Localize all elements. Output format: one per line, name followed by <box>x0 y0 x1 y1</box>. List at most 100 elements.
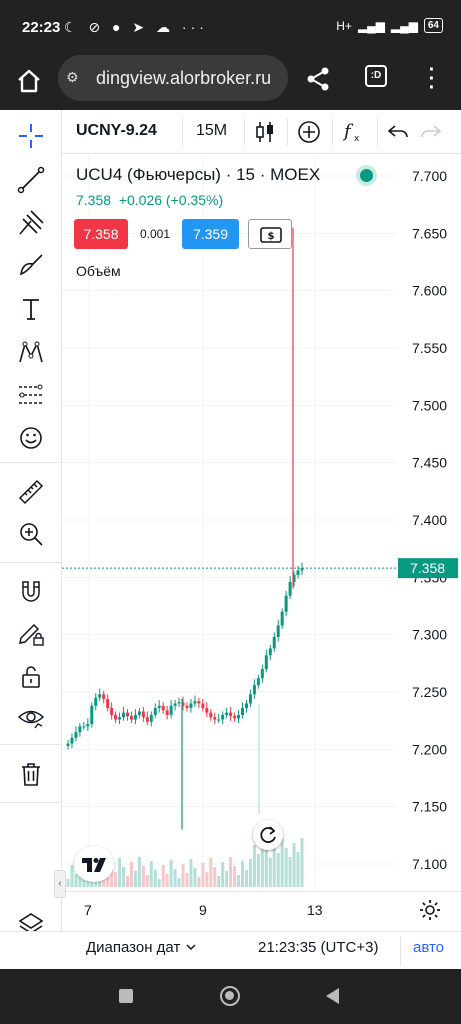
magnet-tool[interactable] <box>15 576 47 608</box>
status-time: 22:23 <box>22 19 61 36</box>
candle-body <box>114 714 118 720</box>
volume-bar <box>268 858 272 887</box>
hide-drawings-tool[interactable] <box>15 702 47 734</box>
candles-icon[interactable] <box>252 119 278 145</box>
forecast-tool[interactable] <box>15 379 47 411</box>
volume-bar <box>248 859 252 887</box>
pattern-tool[interactable] <box>15 336 47 368</box>
symbol-search-button[interactable]: UCNY-9.24 <box>76 122 157 139</box>
candle-body <box>296 570 300 576</box>
volume-bar <box>225 871 229 887</box>
price-axis[interactable]: 7.7007.6507.6007.5507.5007.4507.4007.350… <box>396 155 461 891</box>
chart-pane[interactable]: UCU4 (Фьючерсы) · 15 · MOEX 7.358 +0.026… <box>62 155 461 891</box>
pitchfork-icon <box>19 210 44 235</box>
tradingview-logo[interactable] <box>74 846 114 882</box>
candle-body <box>133 714 137 720</box>
reset-chart-button[interactable] <box>253 820 283 850</box>
order-button[interactable]: $ <box>248 219 292 249</box>
address-bar[interactable]: ⚙︎ dingview.alorbroker.ru <box>58 55 288 101</box>
recents-icon[interactable] <box>119 989 133 1003</box>
volume-bar <box>86 878 90 887</box>
crosshair-tool[interactable] <box>15 120 47 152</box>
site-settings-icon[interactable]: ⚙︎ <box>66 69 79 85</box>
price-tick-label: 7.600 <box>412 283 447 299</box>
market-status-dot[interactable] <box>360 169 373 182</box>
trend-line-icon <box>17 166 45 194</box>
home-nav-icon[interactable] <box>220 986 240 1006</box>
svg-text:$: $ <box>268 231 275 242</box>
candle-body <box>244 703 248 709</box>
sell-button[interactable]: 7.358 <box>74 219 128 249</box>
candle-body <box>181 702 185 706</box>
price-tick-label: 7.700 <box>412 168 447 184</box>
auto-scale-button[interactable]: авто <box>413 939 445 956</box>
volume-bar <box>137 857 141 887</box>
volume-bar <box>70 865 74 887</box>
fib-tool[interactable] <box>15 207 47 239</box>
url-text: dingview.alorbroker.ru <box>96 68 272 88</box>
volume-bar <box>122 867 126 887</box>
candle-body <box>98 694 102 698</box>
volume-bar <box>153 870 157 887</box>
price-tick-label: 7.550 <box>412 340 447 356</box>
candle-body <box>173 703 177 706</box>
undo-icon[interactable] <box>385 119 411 145</box>
tab-switcher-button[interactable]: :D <box>365 65 387 87</box>
candle-body <box>125 712 129 717</box>
buy-button[interactable]: 7.359 <box>182 219 239 249</box>
signal-icon: ▂▄▆ <box>357 18 385 33</box>
unlock-tool[interactable] <box>15 660 47 692</box>
date-range-button[interactable]: Диапазон дат <box>86 939 197 956</box>
candle-body <box>292 575 296 582</box>
volume-bar <box>205 872 209 887</box>
candle-body <box>78 726 82 733</box>
ruler-tool[interactable] <box>15 476 47 508</box>
add-indicator-icon[interactable] <box>296 119 322 145</box>
share-icon[interactable] <box>303 64 333 94</box>
time-zone-clock[interactable]: 21:23:35 (UTC+3) <box>258 939 379 956</box>
magnet-icon <box>22 581 40 602</box>
time-axis[interactable]: 7 9 13 <box>62 891 461 931</box>
candle-body <box>149 714 153 722</box>
battery-icon: 64 <box>423 18 443 33</box>
candle-body <box>193 701 197 704</box>
back-icon[interactable] <box>326 988 339 1004</box>
redo-icon[interactable] <box>418 119 444 145</box>
candle-body <box>74 732 78 738</box>
smiley-icon <box>20 427 42 449</box>
settings-gear-icon[interactable] <box>418 898 442 922</box>
trend-line-tool[interactable] <box>15 164 47 196</box>
icons-tool[interactable] <box>15 422 47 454</box>
trash-icon <box>22 763 40 786</box>
remove-drawings-tool[interactable] <box>15 758 47 790</box>
brush-tool[interactable] <box>15 250 47 282</box>
legend-last: 7.358 <box>76 192 112 208</box>
price-tick-label: 7.100 <box>412 856 447 872</box>
collapse-toolbar-button[interactable]: ‹ <box>54 870 66 898</box>
text-tool[interactable] <box>15 293 47 325</box>
volume-bar <box>165 874 169 887</box>
svg-text:x: x <box>354 134 360 144</box>
candle-body <box>280 611 284 626</box>
lock-drawings-tool[interactable] <box>15 618 47 650</box>
candle-body <box>248 694 252 704</box>
brush-icon <box>19 254 43 276</box>
svg-text:f: f <box>342 121 354 142</box>
interval-button[interactable]: 15M <box>196 122 228 139</box>
volume-bar <box>229 857 233 887</box>
candle-body <box>241 708 245 715</box>
home-icon[interactable] <box>14 66 44 96</box>
candle-body <box>66 743 70 746</box>
candle-body <box>122 712 126 718</box>
volume-bar <box>296 852 300 887</box>
browser-toolbar: ⚙︎ dingview.alorbroker.ru :D · · · <box>0 52 461 110</box>
zoom-tool[interactable] <box>15 518 47 550</box>
indicators-fx-icon[interactable]: f x <box>340 119 366 145</box>
volume-bar <box>193 868 197 887</box>
candle-body <box>189 703 193 709</box>
candle-body <box>256 678 260 686</box>
browser-menu-icon[interactable]: · · · <box>428 59 436 99</box>
legend-change: +0.026 (+0.35%) <box>118 192 224 208</box>
volume-bar <box>189 859 193 887</box>
candle-body <box>102 694 106 699</box>
